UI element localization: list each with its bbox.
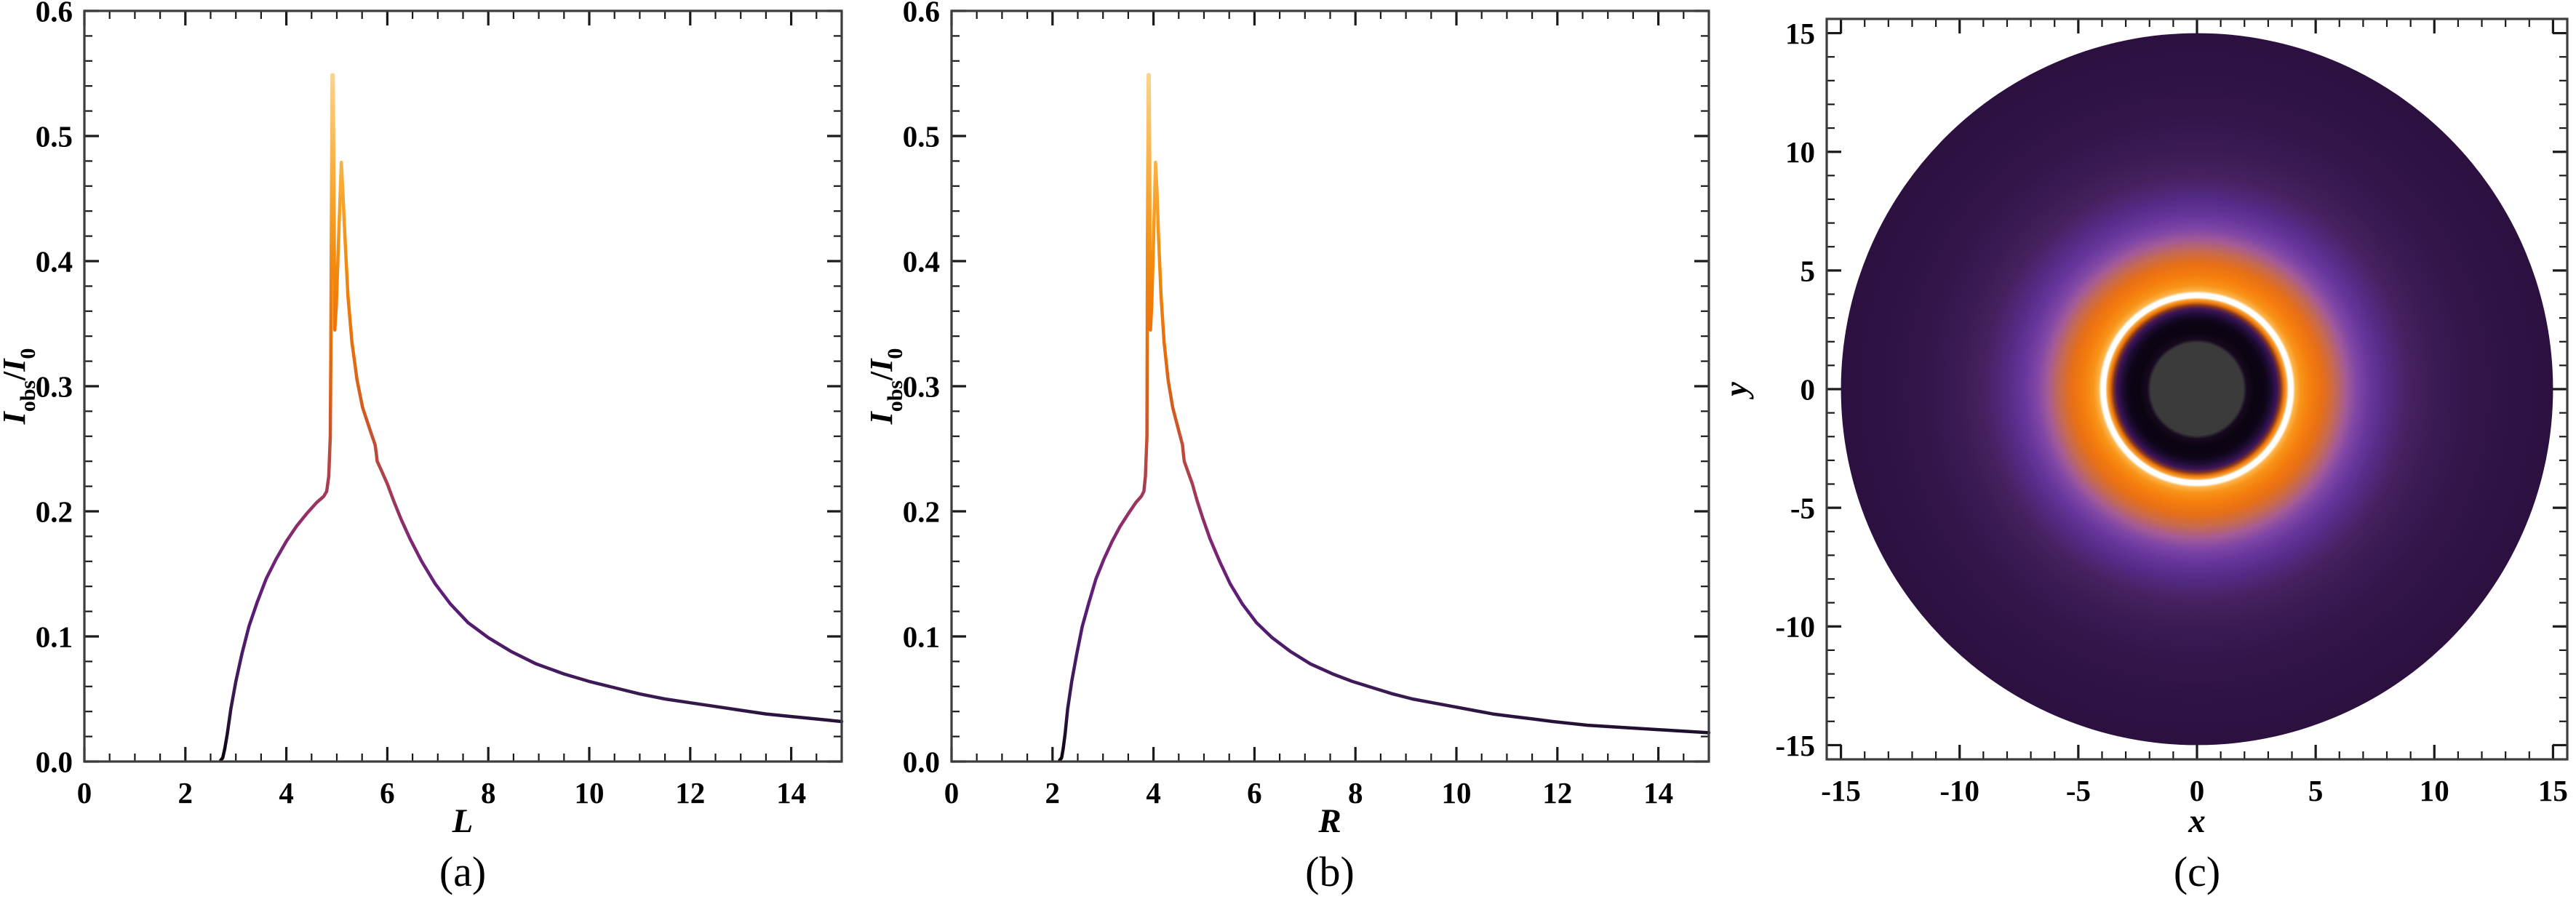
svg-text:2: 2 [1045, 776, 1061, 810]
panel-a-ticks [83, 9, 843, 763]
panel-a-frame [83, 9, 843, 763]
panel-c-ylabel: y [1718, 382, 1754, 400]
svg-text:14: 14 [776, 776, 806, 810]
panel-c: -15 -10 -5 0 5 10 15 -15 -10 -5 0 5 10 15 y x (c) [1718, 17, 2569, 895]
panel-b-caption: (b) [1305, 848, 1355, 895]
panel-b-intensity-curve [1058, 73, 1711, 762]
panel-b-ylabel: Iobs/I0 [864, 348, 907, 425]
panel-a-xlabel: L [452, 802, 474, 840]
panel-c-xlabel: x [2188, 802, 2206, 840]
panel-a-intensity-curve [219, 73, 844, 762]
svg-text:0.5: 0.5 [903, 119, 940, 153]
svg-text:0.3: 0.3 [36, 369, 73, 403]
svg-text:6: 6 [1247, 776, 1262, 810]
svg-text:0.6: 0.6 [903, 0, 940, 28]
panel-a-plot: 0 2 4 6 8 10 12 14 0.0 0.1 0.2 0.3 0.4 0.5 0.6 Iobs/I0 [0, 0, 844, 810]
svg-text:10: 10 [575, 776, 605, 810]
svg-text:0.0: 0.0 [36, 745, 73, 778]
panel-c-tick-labels: -15 -10 -5 0 5 10 15 -15 -10 -5 0 5 10 15 [1775, 17, 2568, 807]
svg-text:0.6: 0.6 [36, 0, 73, 28]
svg-text:6: 6 [380, 776, 395, 810]
svg-text:0.2: 0.2 [903, 495, 940, 528]
panel-b-tick-labels: 0 2 4 6 8 10 12 14 0.0 0.1 0.2 0.3 0.4 0.5 0.6 [903, 0, 1673, 810]
svg-text:-5: -5 [2066, 774, 2091, 807]
svg-text:10: 10 [2420, 774, 2449, 807]
panel-b-ticks [950, 9, 1710, 763]
svg-text:0: 0 [1801, 372, 1816, 406]
panel-b-frame [950, 9, 1710, 763]
svg-text:0.3: 0.3 [903, 369, 940, 403]
svg-text:8: 8 [1348, 776, 1363, 810]
svg-text:0.5: 0.5 [36, 119, 73, 153]
panel-c-plot: -15 -10 -5 0 5 10 15 -15 -10 -5 0 5 10 15 y [1718, 17, 2569, 807]
svg-text:-10: -10 [1939, 774, 1979, 807]
svg-text:15: 15 [2538, 774, 2568, 807]
svg-text:15: 15 [1785, 17, 1815, 50]
panel-b: 0 2 4 6 8 10 12 140.00.10.20.30.40.50.6Iobs/I0 … [864, 0, 1711, 895]
svg-text:14: 14 [1643, 776, 1673, 810]
panel-a-ylabel: Iobs/I0 [0, 348, 40, 425]
svg-text:4: 4 [1146, 776, 1161, 810]
panel-c-ticks [1827, 19, 2567, 759]
svg-text:-15: -15 [1775, 729, 1815, 762]
svg-text:-10: -10 [1775, 610, 1815, 644]
svg-text:0: 0 [944, 776, 960, 810]
svg-text:0.4: 0.4 [36, 244, 73, 278]
svg-text:5: 5 [2308, 774, 2324, 807]
panel-b-plot: 0 2 4 6 8 10 12 14 0.0 0.1 0.2 0.3 0.4 0.5 0.6 Iobs/I0 [864, 0, 1711, 810]
panel-c-caption: (c) [2174, 848, 2220, 895]
svg-text:4: 4 [279, 776, 294, 810]
panel-a-tick-labels: 0 2 4 6 8 10 12 14 0.0 0.1 0.2 0.3 0.4 0.5 0.6 [36, 0, 806, 810]
svg-text:10: 10 [1442, 776, 1472, 810]
svg-text:10: 10 [1785, 135, 1815, 169]
svg-text:8: 8 [481, 776, 496, 810]
black-hole-shadow-image [1841, 33, 2553, 746]
svg-text:0: 0 [77, 776, 92, 810]
svg-text:12: 12 [675, 776, 705, 810]
svg-text:2: 2 [178, 776, 194, 810]
svg-text:0.0: 0.0 [903, 745, 940, 778]
panel-c-frame [1825, 17, 2569, 761]
svg-text:0: 0 [2190, 774, 2205, 807]
svg-text:0.1: 0.1 [36, 620, 73, 653]
panel-b-xlabel: R [1317, 802, 1341, 840]
svg-text:5: 5 [1801, 254, 1816, 287]
panel-a-caption: (a) [439, 848, 486, 895]
svg-text:0.4: 0.4 [903, 244, 940, 278]
panel-a: 024681012140.00.10.20.30.40.50.6Iobs/I0 … [0, 0, 844, 895]
svg-text:0.1: 0.1 [903, 620, 940, 653]
svg-text:-15: -15 [1821, 774, 1861, 807]
svg-text:12: 12 [1542, 776, 1572, 810]
svg-text:0.2: 0.2 [36, 495, 73, 528]
svg-text:-5: -5 [1790, 491, 1815, 524]
